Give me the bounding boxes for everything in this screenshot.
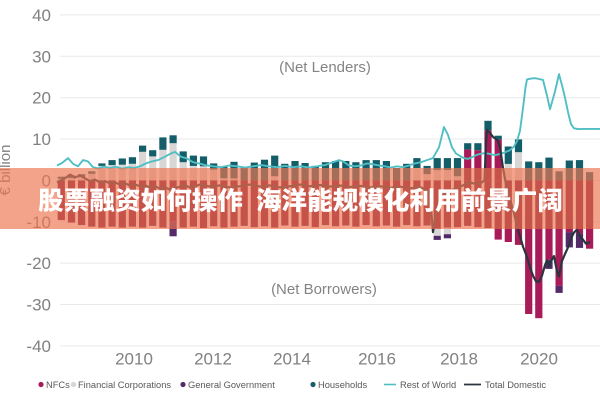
svg-text:(Net Lenders): (Net Lenders) xyxy=(279,59,371,76)
svg-text:2016: 2016 xyxy=(358,350,396,369)
svg-text:20: 20 xyxy=(32,89,51,108)
svg-text:40: 40 xyxy=(32,6,51,25)
svg-text:NFCs: NFCs xyxy=(46,380,70,390)
svg-text:30: 30 xyxy=(32,47,51,66)
svg-text:Total Domestic: Total Domestic xyxy=(485,380,546,390)
svg-text:-20: -20 xyxy=(26,254,51,273)
svg-text:2012: 2012 xyxy=(194,350,232,369)
svg-text:(Net Borrowers): (Net Borrowers) xyxy=(271,281,377,298)
svg-text:-40: -40 xyxy=(26,337,51,356)
svg-text:2020: 2020 xyxy=(520,350,558,369)
svg-text:General Government: General Government xyxy=(188,380,275,390)
svg-text:-30: -30 xyxy=(26,296,51,315)
svg-text:10: 10 xyxy=(32,130,51,149)
svg-text:2018: 2018 xyxy=(440,350,478,369)
svg-text:Financial Corporations: Financial Corporations xyxy=(78,380,171,390)
svg-text:Rest of World: Rest of World xyxy=(400,380,456,390)
svg-text:2010: 2010 xyxy=(115,350,153,369)
svg-text:Households: Households xyxy=(318,380,367,390)
svg-text:2014: 2014 xyxy=(273,350,311,369)
